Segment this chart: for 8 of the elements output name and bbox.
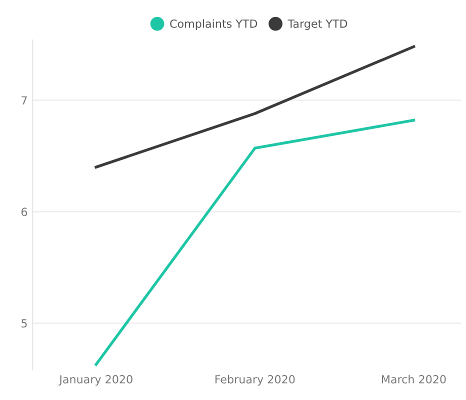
x-tick-label: February 2020 [215,374,295,386]
legend-label: Target YTD [288,20,348,30]
x-tick-label: March 2020 [382,374,446,384]
x-tick-label: January 2020 [58,375,132,386]
y-tick-label: 5 [22,319,27,328]
y-tick-label: 6 [21,208,28,216]
y-tick-label: 7 [22,96,27,104]
legend-label: Complaints YTD [170,19,258,30]
